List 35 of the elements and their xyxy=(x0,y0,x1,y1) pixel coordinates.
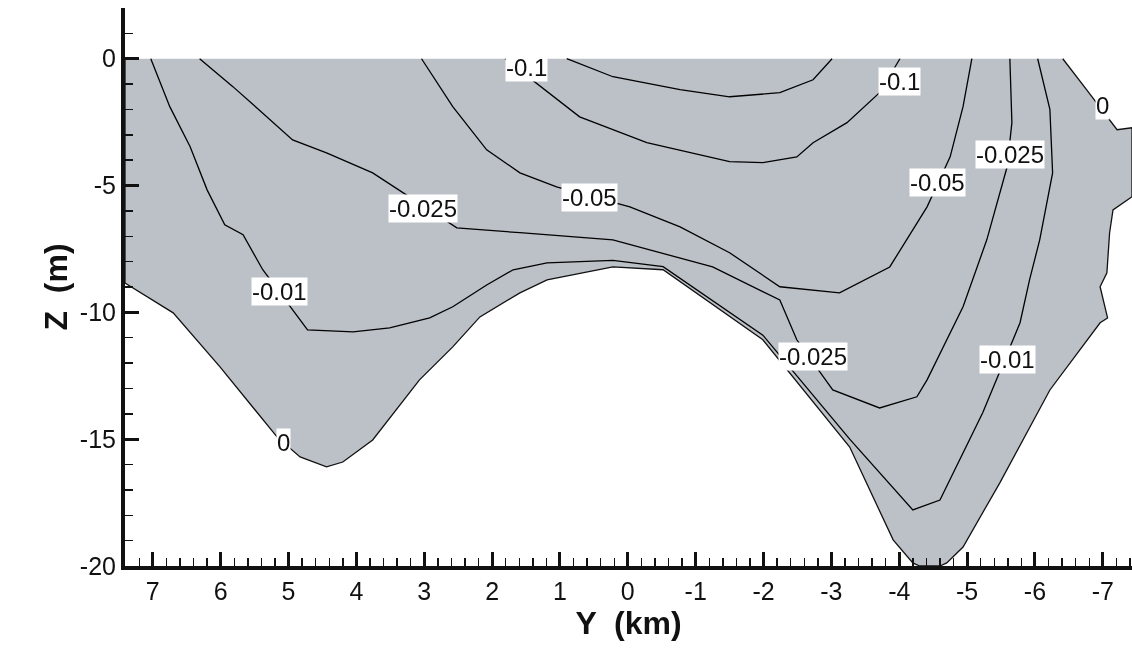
annotation: -0.01 xyxy=(252,278,307,305)
x-tick-label: -6 xyxy=(1023,577,1047,605)
y-tick-label: 0 xyxy=(102,44,116,73)
x-tick-label: -7 xyxy=(1091,577,1114,605)
x-tick-label: 3 xyxy=(417,577,432,605)
x-tick-label: 1 xyxy=(553,577,567,605)
x-tick-label: 5 xyxy=(281,577,296,605)
x-tick-label: 6 xyxy=(213,577,228,605)
annotation: -0.1 xyxy=(506,54,548,81)
x-tick-label: 0 xyxy=(620,577,635,605)
x-tick-label: -2 xyxy=(752,577,775,605)
x-tick-label: -5 xyxy=(955,577,979,605)
x-tick-label: 7 xyxy=(145,577,160,605)
annotation: -0.01 xyxy=(980,346,1035,373)
annotation: 0 xyxy=(277,429,291,456)
annotation: -0.05 xyxy=(910,169,965,196)
y-tick-label: -20 xyxy=(79,551,116,580)
line-series xyxy=(566,58,833,98)
y-tick-label: -5 xyxy=(93,171,116,200)
annotation: -0.05 xyxy=(562,184,617,211)
y-tick-label: -10 xyxy=(79,298,116,327)
annotation: -0.1 xyxy=(879,68,921,95)
line-series xyxy=(150,58,1054,511)
x-tick-label: 4 xyxy=(349,577,364,605)
x-tick-label: -3 xyxy=(820,577,843,605)
x-axis-title: Y (km) xyxy=(575,605,682,641)
annotation: -0.025 xyxy=(779,343,848,370)
x-tick-label: 2 xyxy=(485,577,500,605)
annotation: 0 xyxy=(1096,92,1110,119)
y-tick-label: -15 xyxy=(79,424,116,453)
annotation: -0.025 xyxy=(389,195,458,222)
y-axis-title: Z (m) xyxy=(37,243,74,331)
x-tick-label: -1 xyxy=(684,577,707,605)
x-tick-label: -4 xyxy=(888,577,911,605)
annotation: -0.025 xyxy=(976,141,1045,168)
